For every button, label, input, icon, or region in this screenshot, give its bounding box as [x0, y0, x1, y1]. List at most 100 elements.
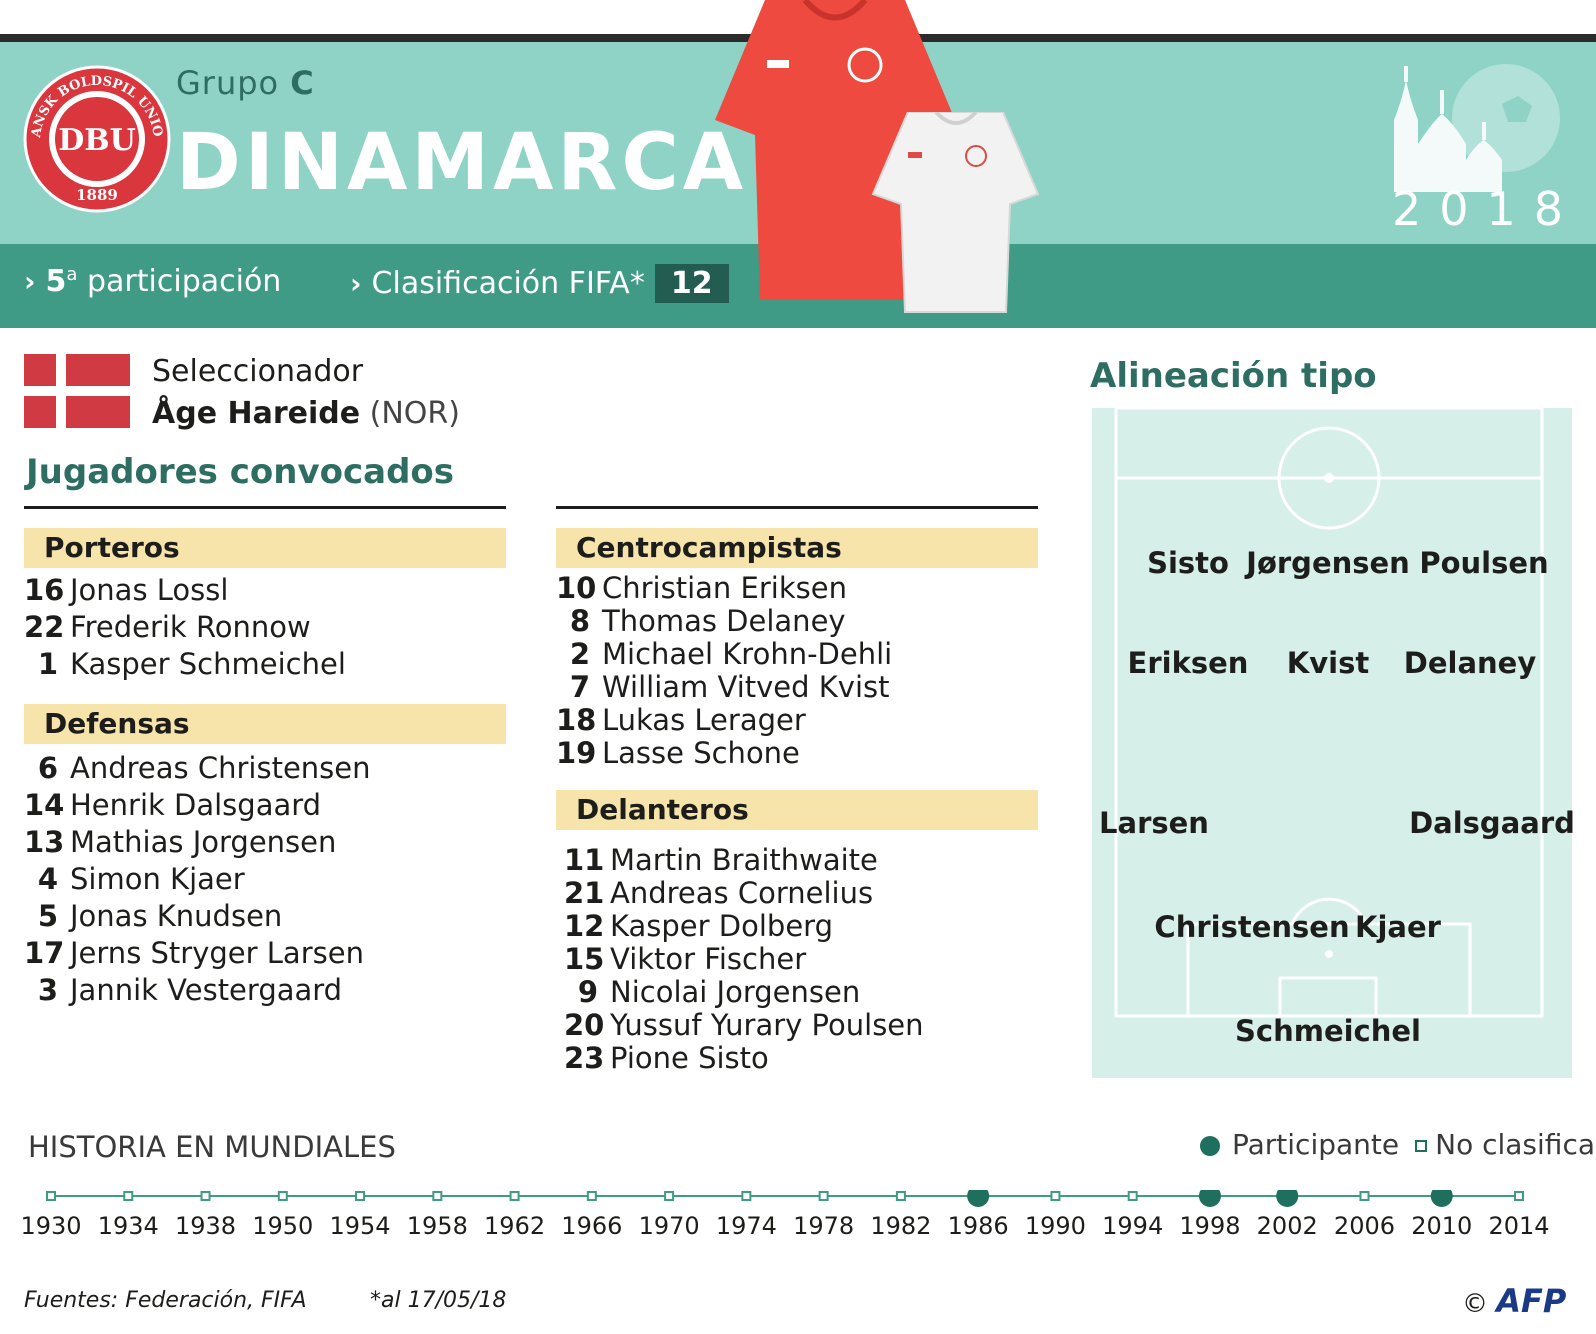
player-name: Mathias Jorgensen: [70, 825, 337, 859]
player-row: 22 Frederik Ronnow: [24, 609, 346, 646]
squad-column-rule-right: [556, 506, 1038, 509]
player-name: Jannik Vestergaard: [70, 973, 343, 1007]
lineup-player: Poulsen: [1419, 546, 1549, 580]
lineup-player: Delaney: [1403, 646, 1537, 680]
position-header-forwards: Delanteros: [556, 790, 1038, 830]
not-qualified-marker: [1359, 1191, 1370, 1201]
afp-logo: AFP: [1496, 1282, 1567, 1320]
player-number: 12: [564, 909, 605, 943]
group-letter: C: [290, 64, 315, 102]
timeline-year-label: 1954: [330, 1212, 391, 1240]
position-header-midfielders: Centrocampistas: [556, 528, 1038, 568]
not-qualified-square-icon: [1415, 1140, 1428, 1152]
dbu-logo: DANSK BOLDSPIL UNION 1889 DBU: [22, 64, 171, 213]
timeline-year-label: 1934: [98, 1212, 159, 1240]
chevron-right-icon: ›: [24, 265, 36, 298]
player-number: 16: [24, 573, 65, 607]
not-qualified-marker: [664, 1191, 675, 1201]
player-number: 14: [24, 788, 65, 822]
player-name: Simon Kjaer: [70, 862, 245, 896]
coach-name: Åge Hareide: [152, 396, 361, 431]
not-qualified-marker: [1050, 1191, 1061, 1201]
player-number: 17: [24, 936, 65, 970]
player-name: Jonas Knudsen: [70, 899, 283, 933]
player-list-forwards: 11 Martin Braithwaite 21 Andreas Cornelius 1…: [564, 844, 924, 1075]
participant-marker: [1430, 1190, 1453, 1207]
player-list-goalkeepers: 16 Jonas Lossl 22 Frederik Ronnow 1 Kasper Sc…: [24, 572, 346, 683]
player-number: 21: [564, 876, 605, 910]
player-number: 15: [564, 942, 605, 976]
copyright: © AFP: [1462, 1282, 1566, 1320]
home-shirt-image: [715, 0, 955, 300]
lineup-player: Sisto: [1147, 546, 1229, 580]
player-name: Pione Sisto: [610, 1041, 769, 1075]
timeline-year-label: 1998: [1179, 1212, 1240, 1240]
position-header-defenders: Defensas: [24, 704, 506, 744]
lineup-player: Jørgensen: [1246, 546, 1410, 580]
timeline-year-label: 1978: [793, 1212, 854, 1240]
player-name: Kasper Dolberg: [610, 909, 833, 943]
participation-label: participación: [87, 264, 282, 299]
player-name: Frederik Ronnow: [70, 610, 311, 644]
lineup-player: Dalsgaard: [1409, 806, 1575, 840]
lineup-pitch: Sisto Jørgensen Poulsen Eriksen Kvist De…: [1092, 408, 1575, 1078]
logo-initials: DBU: [58, 123, 136, 158]
timeline-year-label: 1994: [1102, 1212, 1163, 1240]
away-shirt-image: [871, 112, 1040, 313]
not-qualified-marker: [586, 1191, 597, 1201]
player-name: Andreas Cornelius: [610, 876, 874, 910]
player-row: 19 Lasse Schone: [556, 737, 892, 770]
player-name: Jonas Lossl: [70, 573, 229, 607]
fifa-ranking-value: 12: [654, 264, 729, 303]
player-row: 18 Lukas Lerager: [556, 704, 892, 737]
timeline-year-label: 1990: [1025, 1212, 1086, 1240]
player-name: Thomas Delaney: [602, 604, 846, 638]
player-number: 5: [37, 899, 58, 933]
history-title: HISTORIA EN MUNDIALES: [28, 1130, 396, 1164]
not-qualified-marker: [895, 1191, 906, 1201]
player-row: 2 Michael Krohn-Dehli: [556, 638, 892, 671]
group-prefix: Grupo: [176, 64, 291, 102]
player-name: Martin Braithwaite: [610, 843, 878, 877]
player-list-defenders: 6 Andreas Christensen 14 Henrik Dalsgaard 13…: [24, 750, 371, 1009]
timeline-year-label: 1966: [561, 1212, 622, 1240]
player-number: 20: [564, 1008, 605, 1042]
player-number: 22: [24, 610, 65, 644]
copyright-symbol: ©: [1462, 1289, 1488, 1319]
player-name: Lasse Schone: [602, 736, 800, 770]
player-name: Michael Krohn-Dehli: [602, 637, 893, 671]
player-row: 4 Simon Kjaer: [24, 861, 371, 898]
lineup-player: Kvist: [1286, 646, 1370, 680]
player-row: 21 Andreas Cornelius: [564, 877, 924, 910]
group-label: Grupo C: [176, 64, 315, 102]
logo-year: 1889: [76, 186, 118, 204]
chevron-right-icon: ›: [350, 267, 362, 300]
player-row: 6 Andreas Christensen: [24, 750, 371, 787]
player-row: 15 Viktor Fischer: [564, 943, 924, 976]
not-qualified-marker: [277, 1191, 288, 1201]
not-qualified-marker: [509, 1191, 520, 1201]
participant-marker: [967, 1190, 990, 1207]
player-row: 5 Jonas Knudsen: [24, 898, 371, 935]
participant-marker: [1198, 1190, 1221, 1207]
player-number: 11: [564, 843, 605, 877]
player-row: 1 Kasper Schmeichel: [24, 646, 346, 683]
not-qualified-marker: [432, 1191, 443, 1201]
player-number: 4: [37, 862, 58, 896]
participant-marker: [1276, 1190, 1299, 1207]
player-number: 7: [569, 670, 590, 704]
player-number: 1: [37, 647, 58, 681]
coach-line: Åge Hareide (NOR): [152, 396, 460, 431]
player-number: 2: [569, 637, 590, 671]
squad-column-rule-left: [24, 506, 506, 509]
kremlin-ball-emblem: [1394, 64, 1560, 192]
fifa-ranking-info: › Clasificación FIFA* 12: [350, 264, 729, 303]
legend-not-qualified: No clasificado: [1435, 1128, 1596, 1161]
fifa-ranking-label: Clasificación FIFA*: [371, 266, 645, 301]
timeline-year-label: 2010: [1411, 1212, 1472, 1240]
lineup-player: Larsen: [1099, 806, 1209, 840]
player-number: 23: [564, 1041, 605, 1075]
player-number: 9: [577, 975, 598, 1009]
not-qualified-marker: [200, 1191, 211, 1201]
player-number: 6: [37, 751, 58, 785]
